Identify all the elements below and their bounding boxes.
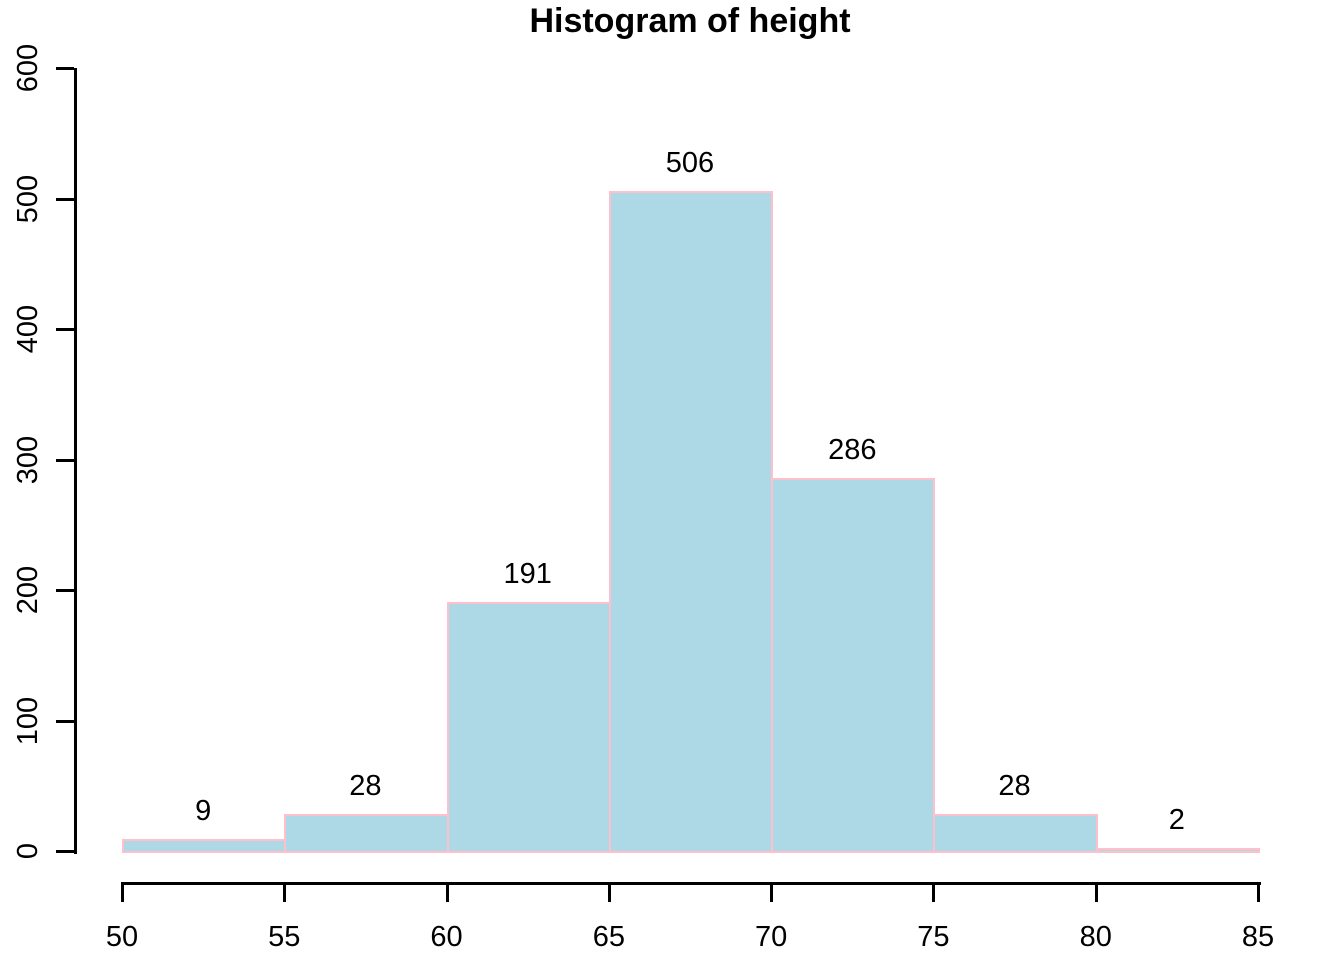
bar-count-label: 506	[665, 146, 715, 179]
y-tick	[56, 589, 74, 592]
y-tick	[56, 850, 74, 853]
x-tick-label: 50	[105, 921, 139, 953]
x-tick	[1094, 882, 1098, 902]
bar-count-label: 28	[998, 770, 1031, 803]
y-tick	[56, 719, 74, 723]
histogram-bar	[933, 814, 1098, 853]
x-tick	[121, 882, 124, 902]
x-axis-line	[122, 882, 1261, 885]
y-tick	[56, 328, 74, 331]
bar-count-label: 286	[828, 433, 877, 466]
histogram-bar	[284, 814, 449, 853]
x-tick	[283, 882, 287, 902]
y-tick-label: 600	[12, 43, 44, 93]
histogram-bar	[446, 601, 611, 853]
x-tick	[445, 882, 449, 902]
y-tick-label: 400	[12, 304, 44, 354]
y-tick-label: 100	[12, 696, 44, 745]
bar-count-label: 9	[195, 795, 212, 828]
x-tick	[770, 882, 774, 902]
y-tick	[56, 458, 74, 462]
bar-count-label: 28	[349, 770, 382, 803]
y-tick	[56, 197, 74, 201]
x-tick-label: 80	[1079, 921, 1112, 953]
y-tick-label: 300	[12, 435, 44, 484]
x-tick-label: 60	[430, 921, 463, 953]
bar-count-label: 191	[503, 557, 552, 590]
x-tick-label: 85	[1241, 921, 1275, 953]
histogram-bar	[1095, 848, 1260, 853]
x-tick-label: 65	[592, 921, 625, 953]
x-tick-label: 55	[268, 921, 301, 953]
histogram-bar	[771, 477, 936, 853]
histogram-bar	[608, 190, 774, 853]
x-tick	[932, 882, 936, 902]
x-tick-label: 70	[755, 921, 788, 953]
y-tick-label: 0	[12, 842, 44, 860]
y-tick-label: 200	[12, 565, 44, 615]
x-tick-label: 75	[917, 921, 950, 953]
y-tick	[56, 67, 74, 70]
y-tick-label: 500	[12, 174, 44, 223]
bar-count-label: 2	[1168, 804, 1185, 837]
x-tick	[607, 882, 611, 902]
y-axis-line	[74, 68, 77, 854]
x-tick	[1257, 882, 1260, 902]
chart-title: Histogram of height	[529, 2, 851, 40]
histogram-bar	[122, 839, 287, 853]
